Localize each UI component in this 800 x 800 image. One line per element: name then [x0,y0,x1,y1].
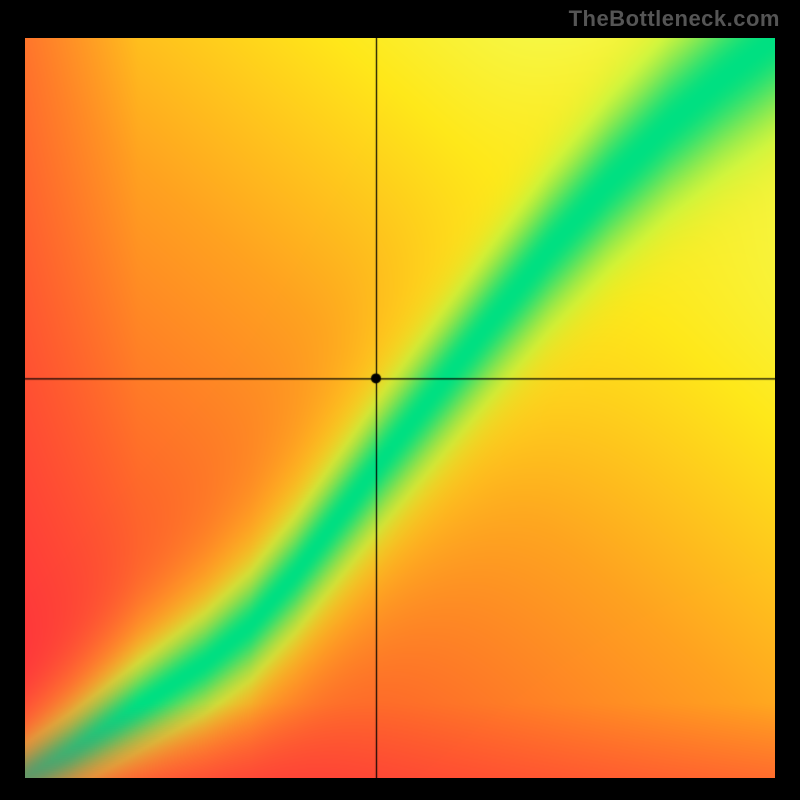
chart-frame: TheBottleneck.com [0,0,800,800]
plot-area [25,38,775,778]
heatmap-canvas [25,38,775,778]
watermark: TheBottleneck.com [569,6,780,32]
